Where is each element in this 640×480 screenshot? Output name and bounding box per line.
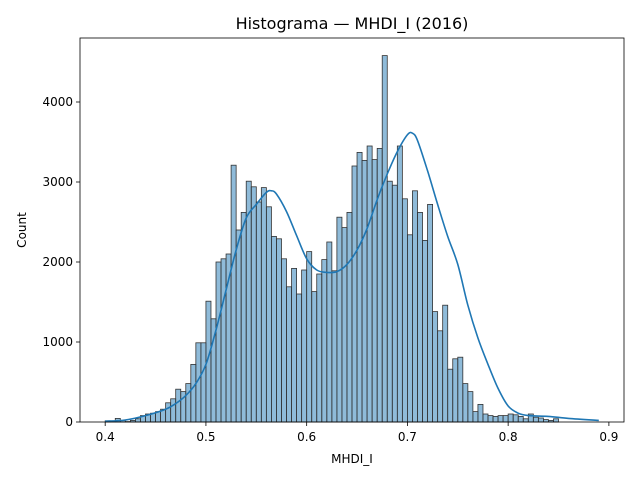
histogram-bar	[422, 239, 428, 423]
histogram-bar	[497, 415, 504, 423]
x-tick-label: 0.7	[398, 430, 417, 444]
histogram-bar	[311, 291, 318, 423]
histogram-bar	[467, 391, 474, 423]
histogram-bar	[361, 159, 368, 423]
histogram-bar	[301, 269, 308, 423]
histogram-bar	[341, 227, 348, 423]
histogram-bar	[296, 293, 303, 423]
histogram-bar	[522, 418, 529, 423]
y-tick-label: 1000	[42, 335, 73, 349]
histogram-bar	[366, 145, 373, 423]
histogram-bar	[487, 415, 494, 423]
histogram-bar	[235, 229, 242, 423]
histogram-bar	[336, 216, 343, 423]
histogram-bar	[190, 363, 197, 423]
x-tick-label: 0.5	[196, 430, 215, 444]
histogram-bar	[391, 184, 398, 423]
histogram-bar	[537, 417, 544, 423]
y-axis-label: Count	[15, 212, 29, 248]
histogram-bar	[346, 211, 353, 423]
x-tick-label: 0.8	[499, 430, 518, 444]
histogram-bar	[432, 311, 439, 423]
histogram-bar	[507, 413, 514, 423]
histogram-bar	[457, 356, 464, 423]
histogram-bar	[462, 383, 469, 423]
histogram-bar	[200, 342, 207, 423]
histogram-bar	[482, 413, 489, 423]
histogram-bar	[276, 238, 282, 423]
kde-line	[105, 131, 599, 422]
histogram-bar	[427, 203, 433, 423]
histogram-bar	[437, 330, 444, 423]
histogram-bar	[512, 414, 519, 423]
histogram-bar	[230, 164, 237, 423]
histogram-bar	[286, 286, 292, 423]
histogram-bar	[316, 273, 323, 423]
histogram-bar	[356, 151, 363, 423]
histogram-bar	[331, 270, 338, 423]
histogram-bar	[271, 235, 277, 423]
histogram-bar	[260, 187, 267, 423]
histogram-bar	[452, 358, 459, 423]
histogram-bar	[185, 383, 192, 423]
histogram-bar	[255, 201, 262, 423]
x-tick-label: 0.9	[599, 430, 618, 444]
histogram-bar	[135, 418, 141, 423]
histogram-bar	[326, 241, 333, 423]
histogram-bar	[215, 261, 222, 423]
histogram-bar	[401, 198, 408, 423]
histogram-bar	[447, 368, 454, 423]
histogram-bar	[250, 186, 257, 423]
y-tick-label: 4000	[42, 95, 73, 109]
histogram-bar	[281, 258, 287, 423]
histogram-bar	[386, 180, 393, 423]
histogram-bar	[351, 165, 358, 423]
histogram-bar	[517, 415, 524, 423]
histogram-bar	[553, 418, 559, 423]
chart-title: Histograma — MHDI_I (2016)	[236, 14, 469, 34]
histogram-bar	[417, 211, 423, 423]
histogram-bar	[412, 190, 418, 423]
histogram-bar	[240, 211, 247, 423]
histogram-bar	[265, 206, 272, 423]
histogram-bar	[165, 402, 172, 423]
x-tick-label: 0.4	[96, 430, 115, 444]
histogram-bar	[477, 403, 484, 423]
x-axis-label: MHDI_I	[331, 452, 373, 466]
histogram-bar	[170, 398, 177, 423]
histogram-bar	[381, 55, 388, 423]
x-tick-label: 0.6	[297, 430, 316, 444]
histogram-bar	[306, 251, 313, 423]
histogram-bar	[502, 415, 509, 423]
histogram-bar	[175, 388, 182, 423]
y-tick-label: 2000	[42, 255, 73, 269]
histogram-bar	[396, 145, 403, 423]
y-tick-label: 3000	[42, 175, 73, 189]
histogram-bar	[492, 415, 499, 423]
histogram-bar	[442, 304, 449, 423]
histogram-bar	[371, 159, 378, 423]
bars-group	[104, 55, 559, 423]
histogram-bar	[472, 411, 479, 423]
y-tick-label: 0	[65, 415, 73, 429]
x-axis-ticks: 0.4 0.5 0.6 0.7 0.8 0.9	[96, 422, 618, 444]
y-axis-ticks: 0 1000 2000 3000 4000	[42, 95, 80, 429]
histogram-bar	[532, 416, 539, 423]
plot-frame	[79, 37, 625, 423]
histogram-bar	[321, 259, 328, 423]
histogram-bar	[220, 258, 227, 423]
histogram-bar	[407, 234, 413, 423]
histogram-bar	[291, 267, 297, 423]
